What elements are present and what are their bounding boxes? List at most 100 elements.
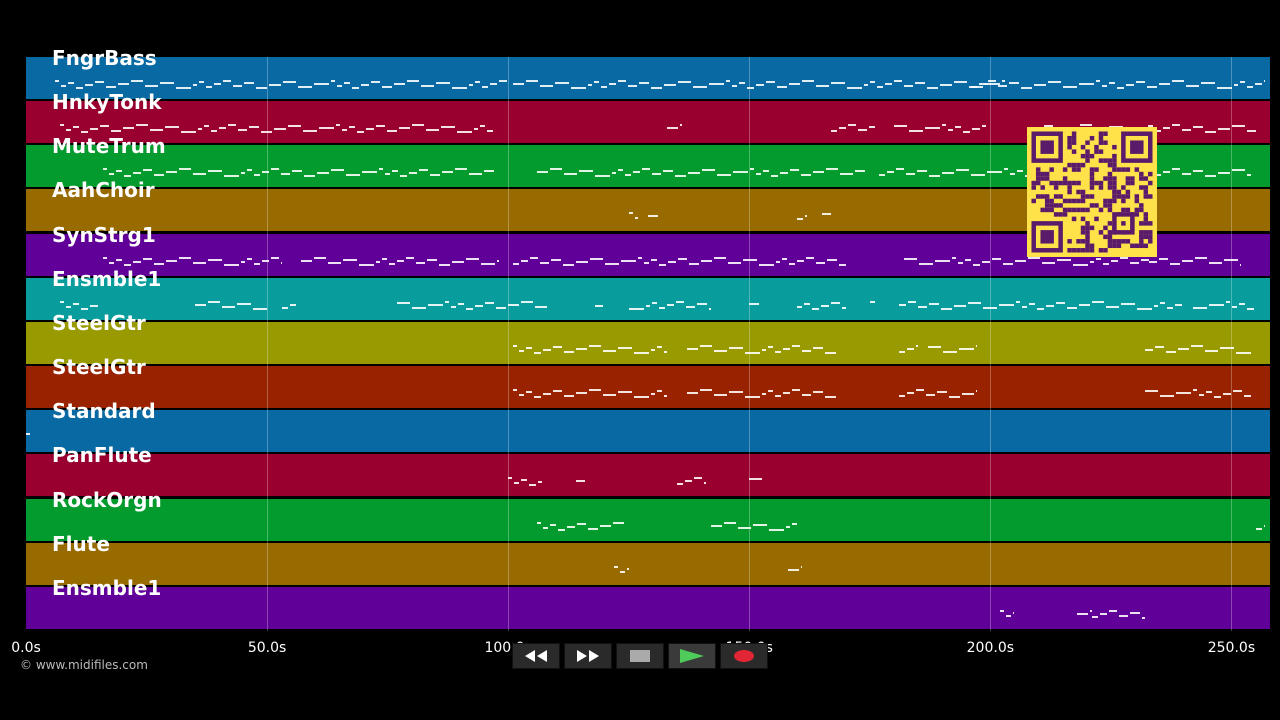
note	[680, 124, 682, 127]
note	[469, 173, 483, 176]
play-button[interactable]	[668, 643, 716, 669]
track-row[interactable]: Standard	[26, 399, 1270, 454]
fast-forward-button[interactable]	[564, 643, 612, 669]
note	[839, 127, 847, 130]
note	[533, 351, 541, 354]
note	[908, 130, 923, 133]
note	[788, 83, 800, 85]
record-button[interactable]	[720, 643, 768, 669]
note	[813, 171, 825, 174]
track-row[interactable]: FngrBass	[26, 46, 1270, 100]
note	[412, 306, 427, 309]
note	[1021, 305, 1027, 308]
note	[1072, 263, 1088, 266]
track-row[interactable]: Ensmble1	[26, 267, 1270, 321]
note	[1096, 80, 1101, 82]
note	[496, 259, 499, 262]
rewind-button[interactable]	[512, 643, 560, 669]
note	[335, 124, 340, 127]
note	[80, 131, 88, 134]
note	[521, 479, 528, 482]
note	[388, 262, 395, 265]
note	[588, 344, 601, 347]
note	[953, 304, 966, 307]
note	[972, 263, 980, 266]
note	[533, 396, 541, 399]
note	[1159, 301, 1165, 304]
note	[688, 172, 701, 175]
note	[520, 259, 528, 262]
note	[957, 261, 963, 264]
note	[954, 126, 961, 129]
note	[600, 86, 607, 88]
note	[289, 303, 296, 306]
note	[999, 609, 1004, 612]
note	[869, 126, 875, 129]
note	[271, 168, 280, 171]
track-row[interactable]: RockOrgn	[26, 488, 1270, 542]
note	[746, 87, 754, 89]
note	[663, 395, 668, 398]
note	[89, 304, 98, 307]
note	[776, 86, 787, 88]
note	[385, 173, 391, 176]
note	[313, 256, 326, 259]
note	[638, 82, 649, 84]
note	[702, 169, 716, 172]
note	[708, 307, 711, 310]
note	[1171, 124, 1180, 127]
note	[1066, 306, 1077, 309]
note	[1240, 263, 1242, 266]
note	[1095, 257, 1101, 260]
note	[699, 344, 712, 347]
note	[221, 305, 235, 308]
note	[1201, 82, 1216, 84]
stop-button[interactable]	[616, 643, 664, 669]
note	[677, 81, 691, 83]
note	[327, 261, 341, 264]
note	[842, 306, 846, 309]
note	[370, 81, 380, 83]
note	[358, 263, 374, 266]
note	[1129, 261, 1139, 264]
note	[398, 127, 410, 130]
note	[1247, 174, 1251, 177]
note	[717, 174, 732, 177]
note	[971, 86, 978, 88]
track-label: FngrBass	[52, 46, 157, 70]
note	[1204, 131, 1216, 134]
note	[1004, 168, 1009, 171]
note	[663, 350, 668, 353]
note	[381, 257, 387, 260]
note	[243, 82, 254, 84]
note	[386, 130, 397, 133]
note	[703, 482, 706, 485]
note	[774, 350, 781, 353]
track-notes	[26, 57, 1270, 100]
note	[917, 305, 927, 308]
note	[750, 168, 755, 171]
note	[468, 84, 473, 86]
track-row[interactable]: Flute	[26, 532, 1270, 586]
note	[248, 126, 259, 129]
note	[455, 168, 468, 171]
track-row[interactable]: SteelGtr	[26, 355, 1270, 410]
note	[981, 260, 990, 263]
track-notes	[26, 101, 1270, 144]
note	[812, 346, 823, 349]
note	[254, 262, 261, 265]
note	[1017, 170, 1024, 173]
track-row[interactable]: Ensmble1	[26, 576, 1270, 630]
note	[103, 168, 108, 171]
note	[801, 80, 814, 82]
note	[1118, 614, 1128, 617]
note	[633, 171, 641, 174]
note	[588, 527, 599, 530]
note	[300, 259, 312, 262]
note	[117, 83, 129, 85]
note	[602, 394, 616, 397]
track-row[interactable]: SteelGtr	[26, 311, 1270, 365]
note	[688, 262, 699, 265]
rewind-icon	[525, 650, 547, 662]
track-row[interactable]: PanFlute	[26, 443, 1270, 498]
